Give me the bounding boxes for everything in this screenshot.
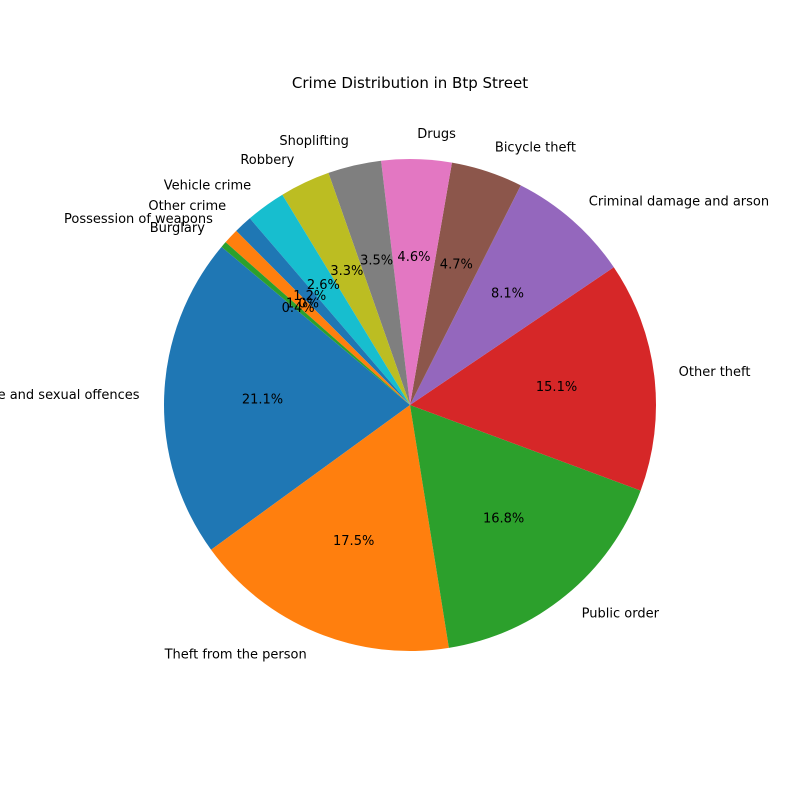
percent-label-public-order: 16.8% xyxy=(483,512,524,527)
percent-label-vehicle-crime: 2.6% xyxy=(307,278,340,293)
chart-title: Crime Distribution in Btp Street xyxy=(292,74,528,92)
percent-label-drugs: 4.6% xyxy=(397,250,430,265)
percent-label-burglary: 0.4% xyxy=(282,301,315,316)
category-label-burglary: Burglary xyxy=(150,221,205,236)
category-label-other-crime: Other crime xyxy=(148,199,226,214)
pie-slice-burglary xyxy=(221,242,410,405)
pie-slice-public-order xyxy=(410,405,641,648)
category-label-violence-and-sexual-offences: Violence and sexual offences xyxy=(0,388,140,403)
category-label-possession-of-weapons: Possession of weapons xyxy=(64,212,213,227)
percent-label-bicycle-theft: 4.7% xyxy=(440,257,473,272)
pie-slice-violence-and-sexual-offences xyxy=(164,246,410,550)
percent-labels: 21.1% 17.5% 16.8% 15.1% 8.1% 4.7% 4.6% 3.5%3.3%… xyxy=(242,250,577,549)
pie-slice-possession-of-weapons xyxy=(225,230,410,405)
percent-label-other-theft: 15.1% xyxy=(536,380,577,395)
pie-slice-theft-from-the-person xyxy=(211,405,449,651)
percent-label-theft-from-the-person: 17.5% xyxy=(333,534,374,549)
category-label-robbery: Robbery xyxy=(240,153,294,168)
percent-label-robbery: 3.3% xyxy=(330,264,363,279)
category-label-drugs: Drugs xyxy=(417,127,456,142)
percent-label-possession-of-weapons: 1.0% xyxy=(286,296,319,311)
pie-slice-shoplifting xyxy=(328,160,410,405)
pie-slice-other-theft xyxy=(410,267,656,491)
pie-slice-vehicle-crime xyxy=(249,194,410,405)
percent-label-criminal-damage-and-arson: 8.1% xyxy=(491,287,524,302)
pie-slice-criminal-damage-and-arson xyxy=(410,185,614,405)
percent-label-other-crime: 1.2% xyxy=(293,289,326,304)
category-label-bicycle-theft: Bicycle theft xyxy=(495,141,576,156)
pie-slice-bicycle-theft xyxy=(410,162,521,405)
category-label-other-theft: Other theft xyxy=(679,365,751,380)
pie-slice-robbery xyxy=(282,172,410,405)
category-label-theft-from-the-person: Theft from the person xyxy=(164,648,307,663)
category-labels: Violence and sexual offences Theft from t… xyxy=(0,127,769,663)
pie-slices xyxy=(164,159,656,651)
category-label-vehicle-crime: Vehicle crime xyxy=(164,178,251,193)
category-label-criminal-damage-and-arson: Criminal damage and arson xyxy=(589,194,769,209)
category-label-shoplifting: Shoplifting xyxy=(279,134,348,149)
pie-slice-other-crime xyxy=(236,218,410,405)
pie-slice-drugs xyxy=(381,159,452,405)
percent-label-violence-and-sexual-offences: 21.1% xyxy=(242,392,283,407)
percent-label-shoplifting: 3.5% xyxy=(360,254,393,269)
category-label-public-order: Public order xyxy=(582,607,660,622)
